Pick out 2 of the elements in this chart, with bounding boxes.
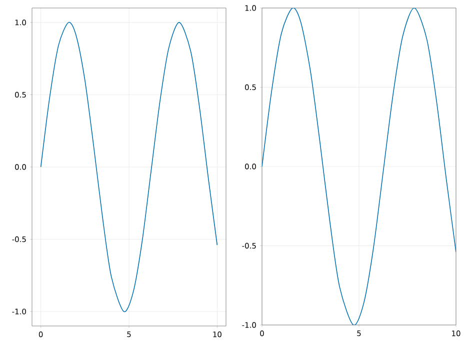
line-series bbox=[262, 8, 456, 325]
line-series bbox=[40, 22, 218, 312]
